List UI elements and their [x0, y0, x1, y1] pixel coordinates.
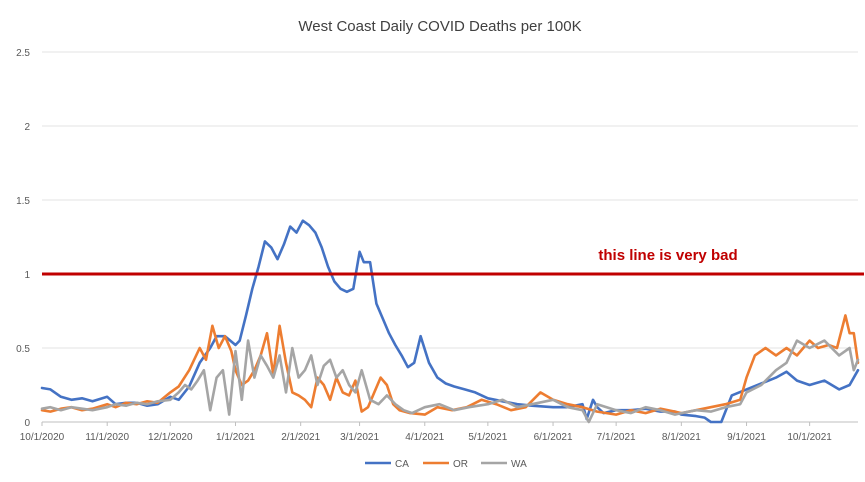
x-tick-label: 12/1/2020 [148, 432, 193, 443]
y-tick-label: 1.5 [16, 196, 30, 207]
x-tick-label: 1/1/2021 [216, 432, 255, 443]
x-tick-label: 7/1/2021 [597, 432, 636, 443]
series-line-ca [40, 219, 860, 424]
x-tick-label: 9/1/2021 [727, 432, 766, 443]
x-tick-label: 3/1/2021 [340, 432, 379, 443]
annotation-label: this line is very bad [598, 247, 737, 264]
y-tick-label: 1 [24, 270, 30, 281]
y-tick-label: 0.5 [16, 344, 30, 355]
y-axis-ticks: 0 0.5 1 1.5 2 2.5 [16, 48, 30, 429]
annotation: this line is very bad [42, 247, 864, 276]
series-lines [40, 219, 860, 424]
x-axis-ticks: 10/1/2020 11/1/2020 12/1/2020 1/1/2021 2/1/2… [20, 422, 832, 443]
x-tick-label: 5/1/2021 [468, 432, 507, 443]
grid-lines [42, 51, 858, 423]
x-tick-label: 4/1/2021 [405, 432, 444, 443]
legend-label-wa: WA [511, 459, 527, 470]
x-tick-label: 6/1/2021 [534, 432, 573, 443]
x-tick-label: 10/1/2021 [787, 432, 832, 443]
legend-label-ca: CA [395, 459, 409, 470]
y-tick-label: 2.5 [16, 48, 30, 59]
x-tick-label: 8/1/2021 [662, 432, 701, 443]
y-tick-label: 2 [24, 122, 30, 133]
x-tick-label: 11/1/2020 [85, 432, 129, 443]
legend: CA OR WA [365, 459, 527, 470]
chart-title: West Coast Daily COVID Deaths per 100K [298, 18, 581, 35]
x-tick-label: 10/1/2020 [20, 432, 65, 443]
series-line-wa [40, 339, 860, 424]
x-tick-label: 2/1/2021 [281, 432, 320, 443]
legend-label-or: OR [453, 459, 468, 470]
y-tick-label: 0 [24, 418, 30, 429]
